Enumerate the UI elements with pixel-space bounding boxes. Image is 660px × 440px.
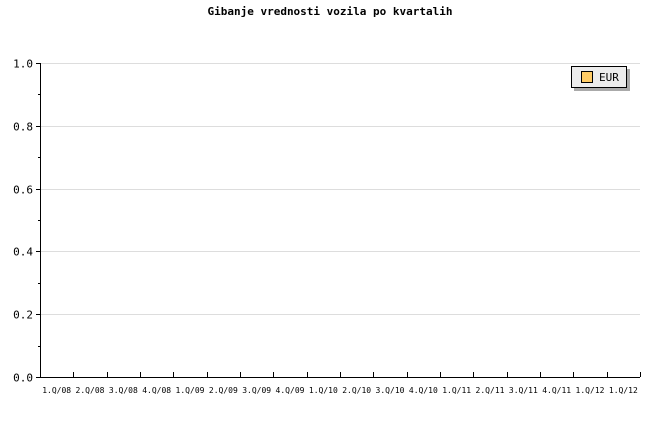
y-tick-label: 0.0 [13, 372, 33, 385]
legend-label: EUR [599, 70, 619, 84]
x-tick-label: 2.Q/08 [76, 386, 105, 395]
x-tick-label: 1.Q/12 [609, 386, 638, 395]
x-tick-label: 2.Q/11 [476, 386, 505, 395]
y-tick-label: 0.8 [13, 121, 33, 134]
x-tick-label: 2.Q/10 [342, 386, 371, 395]
x-tick-label: 2.Q/09 [209, 386, 238, 395]
x-tick-label: 3.Q/08 [109, 386, 138, 395]
x-tick-label: 3.Q/10 [376, 386, 405, 395]
y-tick-label: 0.6 [13, 184, 33, 197]
x-tick-label: 4.Q/10 [409, 386, 438, 395]
x-tick-label: 1.Q/11 [442, 386, 471, 395]
x-tick-label: 1.Q/10 [309, 386, 338, 395]
chart-title: Gibanje vrednosti vozila po kvartalih [207, 5, 453, 18]
x-tick-label: 1.Q/08 [42, 386, 71, 395]
x-tick-label: 4.Q/08 [142, 386, 171, 395]
legend: EUR [571, 66, 627, 88]
x-tick-label: 4.Q/11 [542, 386, 571, 395]
y-tick-label: 0.4 [13, 246, 33, 259]
x-tick-label: 3.Q/09 [242, 386, 271, 395]
y-tick-label: 0.2 [13, 309, 33, 322]
x-tick-label: 1.Q/09 [176, 386, 205, 395]
x-tick-label: 3.Q/11 [509, 386, 538, 395]
x-tick-label: 1.Q/12 [576, 386, 605, 395]
x-tick-label: 4.Q/09 [276, 386, 305, 395]
y-tick-label: 1.0 [13, 58, 33, 71]
legend-swatch [581, 71, 593, 83]
